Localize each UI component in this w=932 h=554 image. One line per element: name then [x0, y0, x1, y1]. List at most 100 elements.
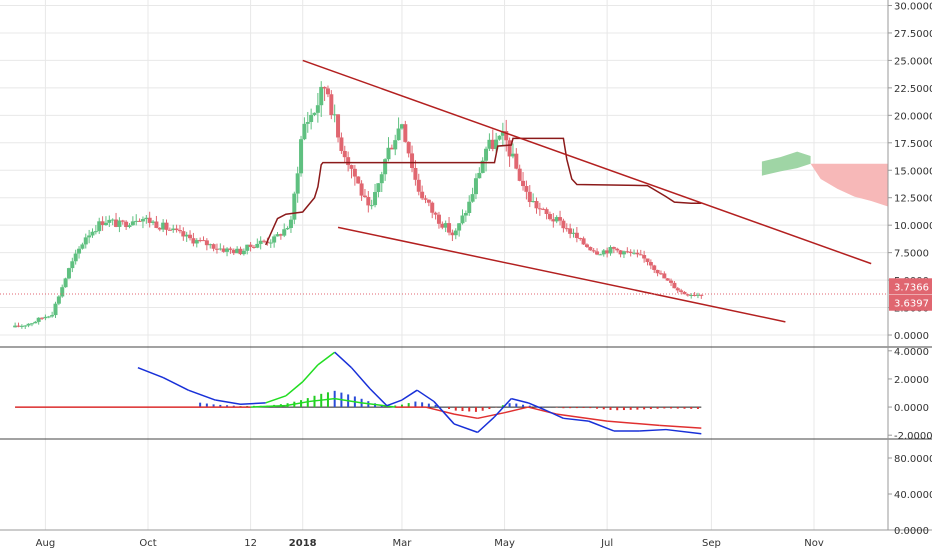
candle-body: [679, 290, 684, 292]
candle-body: [574, 232, 579, 239]
candle-body: [245, 244, 250, 251]
candle-body: [473, 178, 478, 195]
time-tick-label: Jul: [600, 538, 613, 549]
candle-body: [315, 105, 320, 113]
candle-body: [174, 228, 179, 231]
oscillator-tick-label: 0.0000: [894, 526, 929, 537]
candle-body: [120, 220, 125, 222]
candle-body: [615, 248, 620, 251]
signal-line-segment: [504, 406, 529, 414]
candle-body: [40, 317, 45, 319]
candle-body: [443, 223, 448, 228]
candle-body: [43, 316, 48, 319]
oscillator-tick-label: 80.0000: [894, 454, 932, 465]
candle-body: [140, 219, 145, 222]
candle-body: [302, 123, 307, 140]
macd-line-segment: [369, 388, 388, 407]
candle-body: [299, 139, 304, 174]
macd-line-segment: [334, 351, 353, 369]
signal-line-segment: [556, 413, 608, 422]
candle-body: [638, 254, 643, 256]
candle-body: [366, 196, 371, 206]
candle-body: [521, 180, 526, 187]
candle-body: [376, 183, 381, 193]
candle-body: [339, 137, 344, 151]
candle-body: [161, 222, 166, 230]
candle-body: [457, 223, 462, 231]
candle-body: [652, 265, 657, 270]
macd-pane[interactable]: [15, 351, 702, 435]
price-tick-label: 22.5000: [894, 84, 932, 95]
candle-body: [625, 251, 630, 253]
candle-body: [124, 221, 129, 228]
macd-line-segment: [493, 398, 512, 418]
candle-body: [90, 231, 95, 236]
candle-body: [689, 295, 694, 297]
candle-body: [241, 250, 246, 255]
candle-body: [130, 221, 135, 226]
candle-body: [26, 323, 31, 326]
candle-body: [164, 222, 169, 230]
candle-body: [426, 199, 431, 203]
candle-body: [665, 278, 670, 281]
candle-body: [137, 220, 142, 222]
price-tick-label: 17.5000: [894, 139, 932, 150]
signal-line-segment: [309, 397, 335, 403]
macd-line-segment: [453, 423, 478, 434]
candle-body: [262, 240, 267, 242]
time-tick-label: Mar: [393, 538, 413, 549]
candle-body: [352, 168, 357, 177]
candle-body: [362, 195, 367, 197]
candle-body: [369, 205, 374, 207]
candle-body: [477, 172, 482, 179]
candle-body: [497, 135, 502, 140]
macd-tick-label: -2.0000: [894, 431, 932, 442]
signal-line-segment: [659, 424, 702, 429]
candle-body: [551, 219, 556, 222]
candle-body: [107, 219, 112, 223]
candle-body: [588, 246, 593, 251]
candle-body: [36, 317, 41, 322]
candle-body: [285, 227, 290, 230]
price-pane[interactable]: [0, 0, 888, 530]
candle-body: [618, 250, 623, 255]
macd-line-segment: [350, 367, 371, 390]
candle-body: [507, 140, 512, 157]
candle-body: [413, 167, 418, 180]
macd-line-segment: [511, 397, 529, 404]
candle-body: [292, 193, 297, 220]
candle-body: [268, 242, 273, 244]
candle-body: [33, 321, 38, 324]
candle-body: [329, 94, 334, 116]
candle-body: [669, 280, 674, 283]
candle-body: [541, 208, 546, 210]
candle-body: [403, 124, 408, 142]
time-tick-label: Sep: [702, 538, 721, 549]
candle-body: [393, 140, 398, 150]
candle-body: [514, 153, 519, 169]
candle-body: [410, 153, 415, 168]
candle-body: [231, 249, 236, 254]
candle-body: [621, 251, 626, 255]
candle-body: [510, 153, 515, 157]
candle-body: [29, 323, 34, 325]
candle-body: [56, 296, 61, 304]
candle-body: [423, 198, 428, 200]
macd-line-segment: [265, 395, 287, 404]
signal-line-segment: [334, 397, 362, 404]
macd-line-segment: [317, 351, 336, 366]
candle-body: [608, 247, 613, 254]
candle-body: [204, 240, 209, 246]
candle-body: [386, 147, 391, 160]
candle-body: [70, 261, 75, 269]
candle-body: [440, 223, 445, 228]
candle-body: [463, 213, 468, 216]
price-tick-label: 12.5000: [894, 194, 932, 205]
second-price-label: 3.6397: [894, 299, 929, 310]
macd-line-segment: [563, 417, 589, 422]
candle-body: [494, 139, 499, 150]
candle-body: [100, 221, 105, 226]
